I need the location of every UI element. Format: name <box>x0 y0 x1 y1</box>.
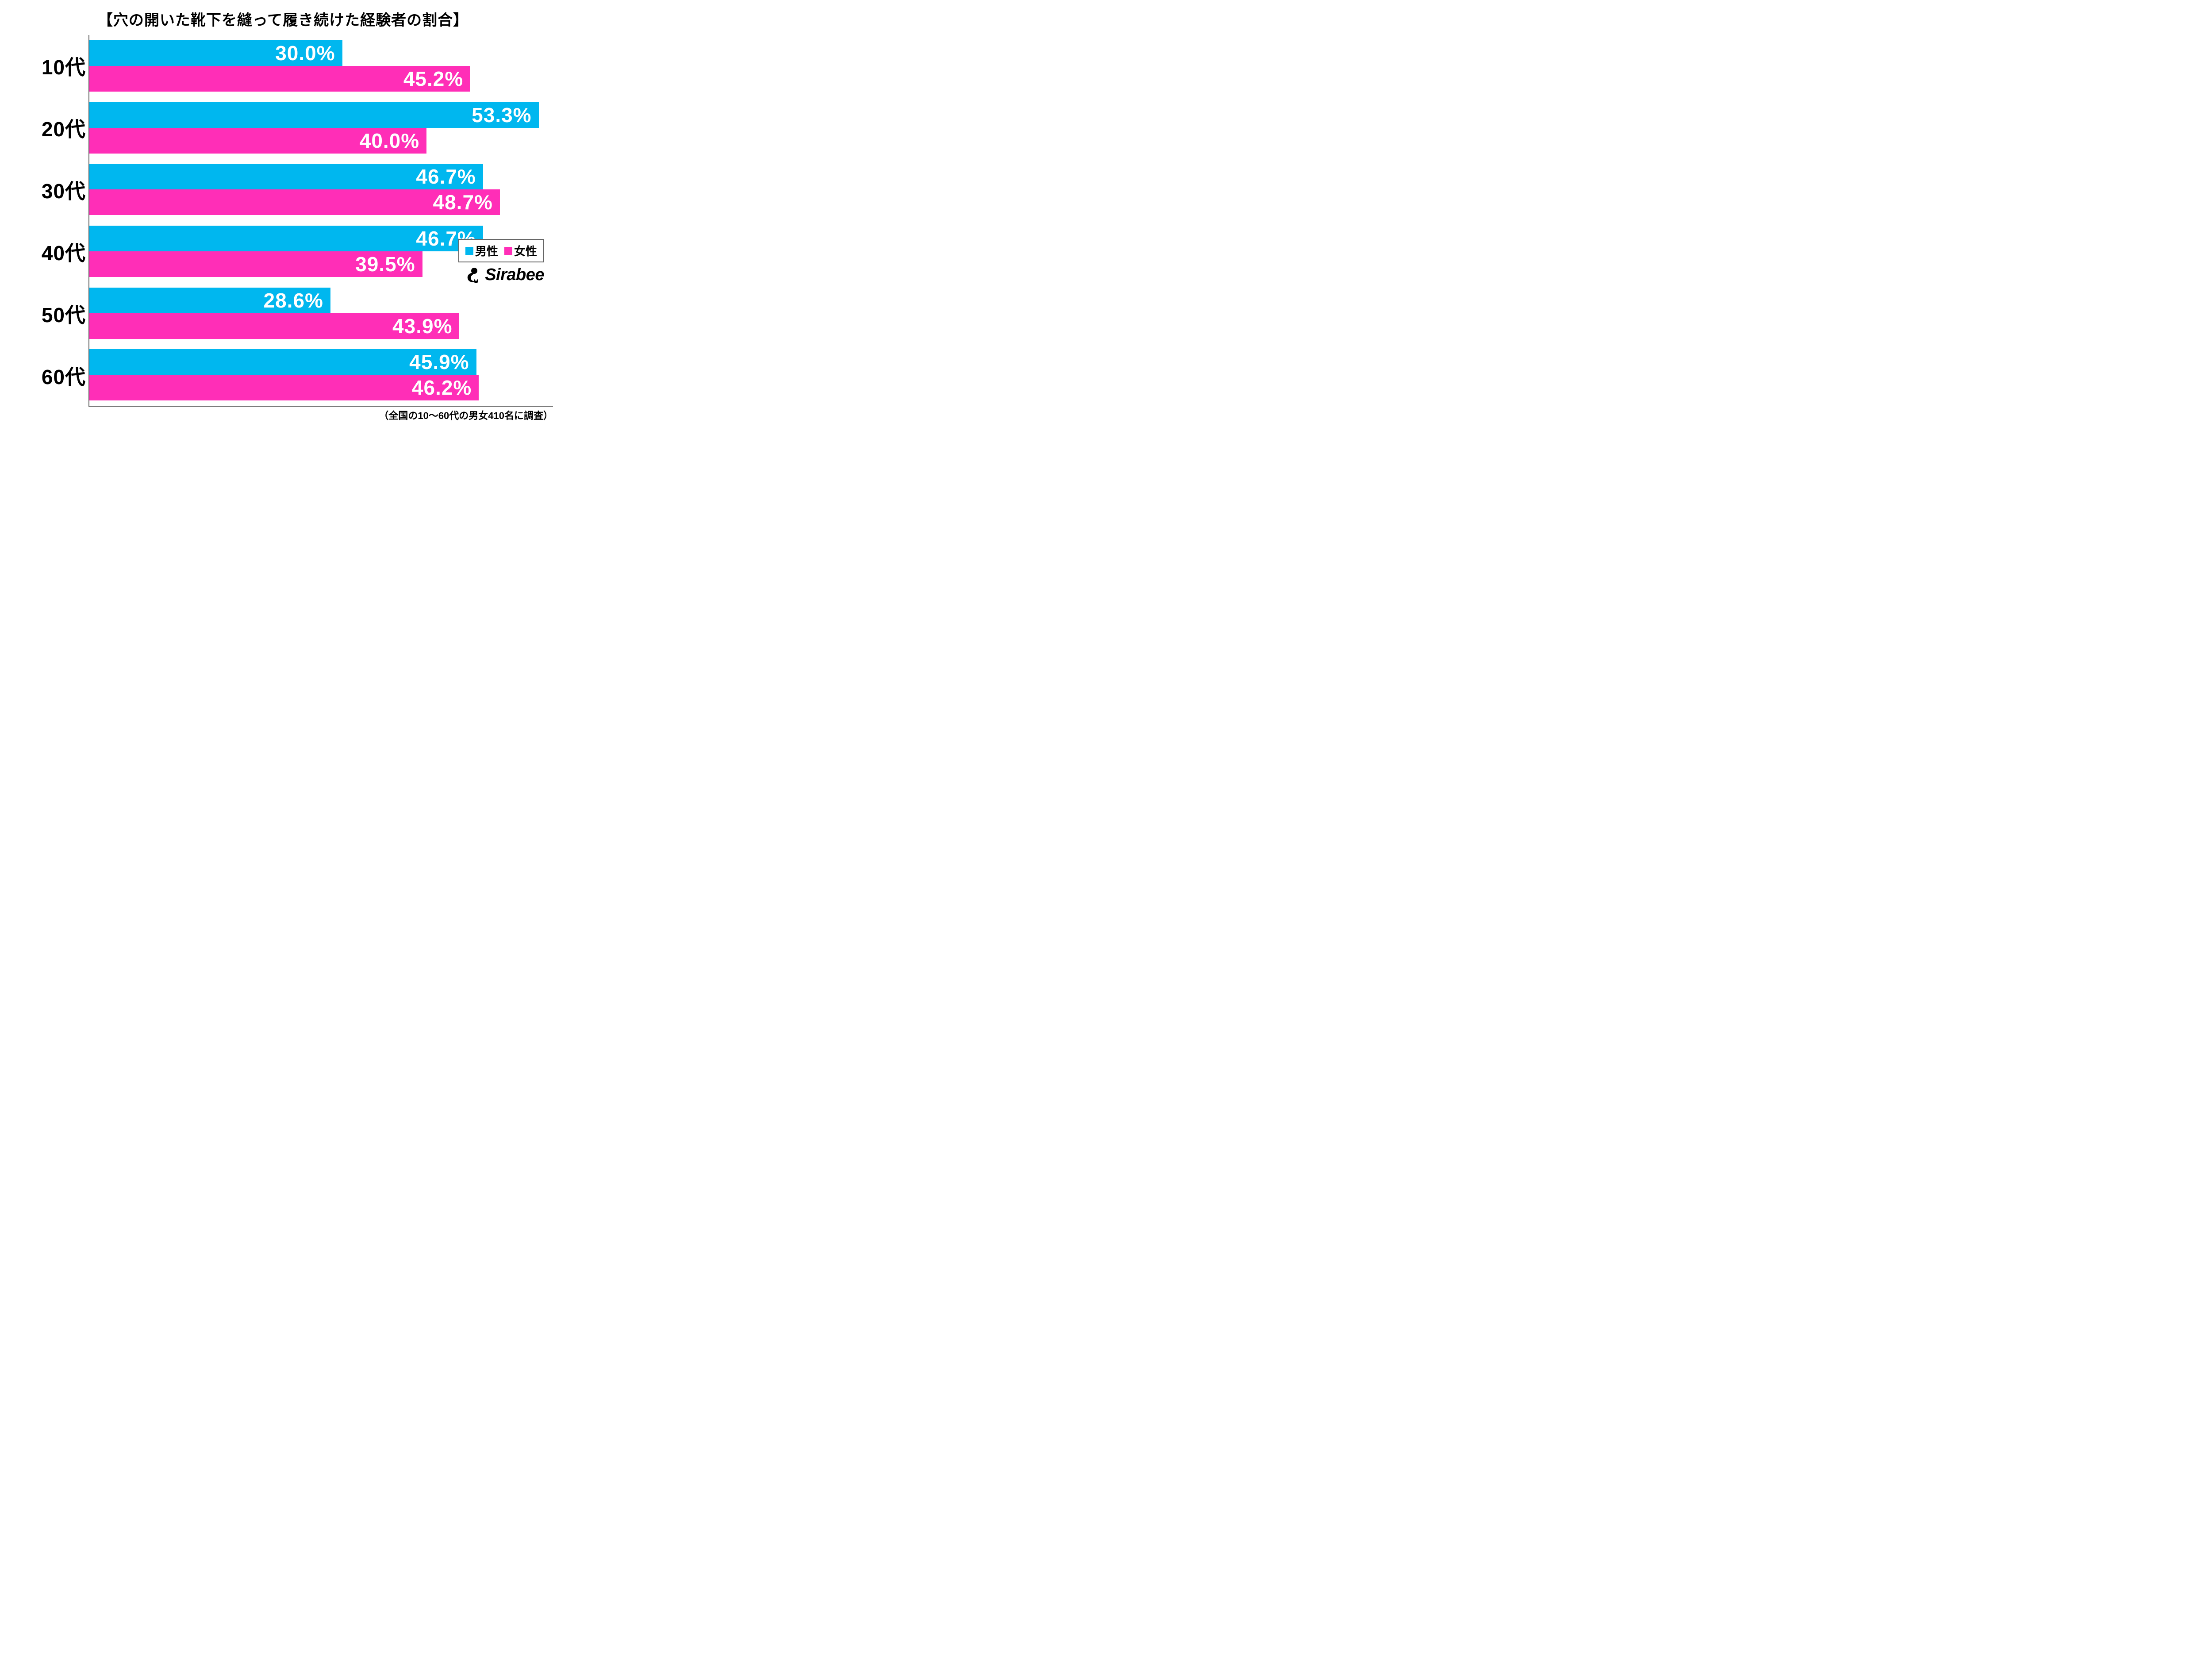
female-bar: 39.5% <box>89 251 422 277</box>
plot-area: 30.0%45.2%53.3%40.0%46.7%48.7%46.7%39.5%… <box>88 35 553 407</box>
bar-group: 30.0% 45.2% <box>89 35 553 97</box>
y-label: 40代 <box>13 221 86 283</box>
female-bar: 48.7% <box>89 189 500 215</box>
female-bar-value: 43.9% <box>392 314 452 338</box>
legend-item: 男性 <box>465 242 498 259</box>
male-bar: 53.3% <box>89 102 539 128</box>
female-bar-value: 48.7% <box>433 190 493 214</box>
male-bar: 46.7% <box>89 164 483 189</box>
legend-swatch <box>465 247 473 255</box>
male-bar-value: 53.3% <box>472 103 531 127</box>
legend-swatch <box>504 247 512 255</box>
female-bar-value: 45.2% <box>403 67 463 91</box>
male-bar: 30.0% <box>89 40 342 66</box>
female-bar-value: 39.5% <box>355 252 415 276</box>
y-label: 50代 <box>13 283 86 345</box>
legend-label: 女性 <box>514 245 537 258</box>
chart-title: 【穴の開いた靴下を縫って履き続けた経験者の割合】 <box>13 8 553 30</box>
sirabee-logo-icon <box>464 266 481 284</box>
y-label: 10代 <box>13 35 86 97</box>
male-bar-value: 28.6% <box>264 288 323 312</box>
female-bar: 40.0% <box>89 128 426 154</box>
y-label: 20代 <box>13 97 86 159</box>
male-bar-value: 45.9% <box>409 350 469 374</box>
legend-label: 男性 <box>475 245 498 258</box>
female-bar-value: 46.2% <box>412 376 472 400</box>
female-bar: 45.2% <box>89 66 470 92</box>
bar-group: 45.9%46.2% <box>89 344 553 406</box>
bar-group: 53.3% 40.0% <box>89 97 553 159</box>
female-bar: 43.9% <box>89 313 459 339</box>
y-label: 30代 <box>13 159 86 221</box>
female-bar: 46.2% <box>89 375 479 400</box>
male-bar-value: 46.7% <box>416 165 476 188</box>
footer-note: （全国の10〜60代の男女410名に調査） <box>379 408 553 422</box>
legend: 男性 女性 <box>458 239 544 262</box>
male-bar: 46.7% <box>89 226 483 251</box>
bar-group: 46.7%48.7% <box>89 158 553 220</box>
y-axis-labels: 10代20代30代40代50代60代 <box>13 35 88 407</box>
female-bar-value: 40.0% <box>360 129 419 153</box>
chart-area: 10代20代30代40代50代60代 30.0% 45.2% 53.3% 40.0% 4… <box>13 35 553 407</box>
male-bar: 28.6% <box>89 288 330 313</box>
male-bar-value: 30.0% <box>275 41 335 65</box>
legend-item: 女性 <box>504 242 537 259</box>
bar-group: 28.6% 43.9% <box>89 282 553 344</box>
sirabee-logo-text: Sirabee <box>485 265 544 285</box>
y-label: 60代 <box>13 345 86 407</box>
sirabee-logo: Sirabee <box>464 265 544 285</box>
male-bar: 45.9% <box>89 349 476 375</box>
